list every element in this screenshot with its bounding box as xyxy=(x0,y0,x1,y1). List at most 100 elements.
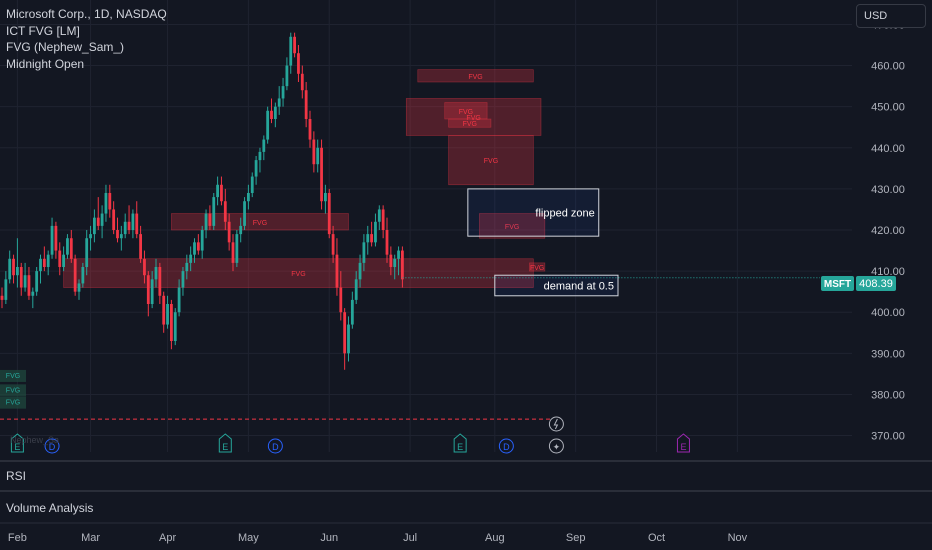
candle-body[interactable] xyxy=(300,73,304,91)
candle-body[interactable] xyxy=(93,217,96,235)
candle-body[interactable] xyxy=(254,160,258,177)
candle-body[interactable] xyxy=(227,221,231,243)
candle-body[interactable] xyxy=(324,193,327,202)
candle-body[interactable] xyxy=(135,213,139,235)
candle-body[interactable] xyxy=(177,287,181,313)
candle-body[interactable] xyxy=(139,234,142,259)
demand-label[interactable]: demand at 0.5 xyxy=(544,281,614,293)
candle-body[interactable] xyxy=(247,193,250,202)
flipped-zone-label[interactable]: flipped zone xyxy=(535,208,594,220)
candle-body[interactable] xyxy=(270,110,273,119)
annotation-box[interactable] xyxy=(467,188,600,237)
candle-body[interactable] xyxy=(185,262,189,272)
candle-body[interactable] xyxy=(146,275,150,304)
candle-body[interactable] xyxy=(223,201,227,222)
candle-body[interactable] xyxy=(66,238,69,255)
event-marker[interactable] xyxy=(548,438,564,454)
candle-body[interactable] xyxy=(69,238,73,259)
candle-body[interactable] xyxy=(150,279,154,304)
candle-body[interactable] xyxy=(262,139,266,152)
candle-body[interactable] xyxy=(377,209,381,222)
candle-body[interactable] xyxy=(127,221,131,230)
candle-body[interactable] xyxy=(35,271,39,292)
candle-body[interactable] xyxy=(170,304,173,341)
candle-body[interactable] xyxy=(243,201,246,226)
candle-body[interactable] xyxy=(85,238,89,267)
candle-body[interactable] xyxy=(31,291,35,296)
candle-body[interactable] xyxy=(316,147,320,165)
price-axis[interactable]: 370.00 380.00 390.00 400.00 410.00 420.00 430.… xyxy=(871,19,905,442)
candle-body[interactable] xyxy=(401,250,404,280)
candle-body[interactable] xyxy=(104,193,108,214)
candle-body[interactable] xyxy=(173,312,177,341)
candle-body[interactable] xyxy=(312,139,316,165)
candle-body[interactable] xyxy=(50,225,54,255)
candle-body[interactable] xyxy=(119,234,123,239)
event-markers[interactable]: E D E D E D ✦ E xyxy=(10,416,690,454)
candle-body[interactable] xyxy=(112,209,116,230)
candle-body[interactable] xyxy=(266,110,270,140)
lightning-marker[interactable] xyxy=(548,416,564,432)
candle-body[interactable] xyxy=(16,267,19,276)
candle-body[interactable] xyxy=(208,213,212,226)
candle-body[interactable] xyxy=(62,254,65,267)
candle-body[interactable] xyxy=(293,36,296,54)
candle-body[interactable] xyxy=(335,254,339,288)
candle-body[interactable] xyxy=(19,267,23,288)
symbol-title[interactable]: Microsoft Corp., 1D, NASDAQ xyxy=(6,7,167,21)
candle-body[interactable] xyxy=(285,65,289,87)
candle-body[interactable] xyxy=(320,147,323,202)
rsi-pane-label[interactable]: RSI xyxy=(6,469,27,483)
candle-body[interactable] xyxy=(23,275,27,288)
candle-body[interactable] xyxy=(366,234,370,243)
candle-body[interactable] xyxy=(162,295,166,325)
candle-body[interactable] xyxy=(89,234,92,239)
candle-body[interactable] xyxy=(258,151,262,161)
candle-body[interactable] xyxy=(350,299,354,325)
candle-body[interactable] xyxy=(354,279,358,300)
annotations[interactable]: flipped zone demand at 0.5 xyxy=(467,188,619,297)
candle-body[interactable] xyxy=(397,250,400,259)
annotation-box[interactable] xyxy=(494,274,619,297)
earnings-marker[interactable] xyxy=(10,433,24,453)
candle-body[interactable] xyxy=(39,258,42,272)
candle-body[interactable] xyxy=(27,275,31,296)
candle-body[interactable] xyxy=(46,254,50,267)
candle-body[interactable] xyxy=(0,295,4,300)
candle-body[interactable] xyxy=(347,324,350,354)
earnings-marker[interactable] xyxy=(453,433,467,453)
candle-body[interactable] xyxy=(131,213,135,230)
candle-body[interactable] xyxy=(297,53,300,74)
currency-button[interactable]: USD xyxy=(856,4,926,28)
candle-body[interactable] xyxy=(154,267,158,280)
candle-body[interactable] xyxy=(374,221,377,243)
candle-body[interactable] xyxy=(143,258,146,276)
candle-body[interactable] xyxy=(42,258,46,267)
candle-body[interactable] xyxy=(204,213,208,230)
candle-body[interactable] xyxy=(235,234,239,263)
candle-body[interactable] xyxy=(58,250,62,267)
candle-body[interactable] xyxy=(12,258,15,276)
candle-body[interactable] xyxy=(96,217,100,226)
candle-body[interactable] xyxy=(277,98,281,107)
candle-body[interactable] xyxy=(100,213,104,226)
time-axis[interactable]: Feb Mar Apr May Jun Jul Aug Sep Oct Nov xyxy=(8,532,748,544)
candle-body[interactable] xyxy=(108,193,112,210)
dividend-marker[interactable] xyxy=(498,438,514,454)
dividend-marker[interactable] xyxy=(44,438,60,454)
candle-body[interactable] xyxy=(193,242,196,255)
candle-body[interactable] xyxy=(327,193,331,235)
candle-body[interactable] xyxy=(393,258,397,267)
candle-body[interactable] xyxy=(308,119,312,140)
candle-body[interactable] xyxy=(220,184,223,202)
candle-body[interactable] xyxy=(239,225,243,235)
candle-body[interactable] xyxy=(281,86,285,99)
candle-body[interactable] xyxy=(289,36,293,66)
indicator-ict-fvg[interactable]: ICT FVG [LM] xyxy=(6,23,80,38)
candle-body[interactable] xyxy=(77,283,81,292)
candle-body[interactable] xyxy=(116,230,119,239)
candle-body[interactable] xyxy=(73,258,77,292)
candle-body[interactable] xyxy=(331,234,335,255)
dividend-marker[interactable] xyxy=(267,438,283,454)
candle-body[interactable] xyxy=(231,242,235,263)
